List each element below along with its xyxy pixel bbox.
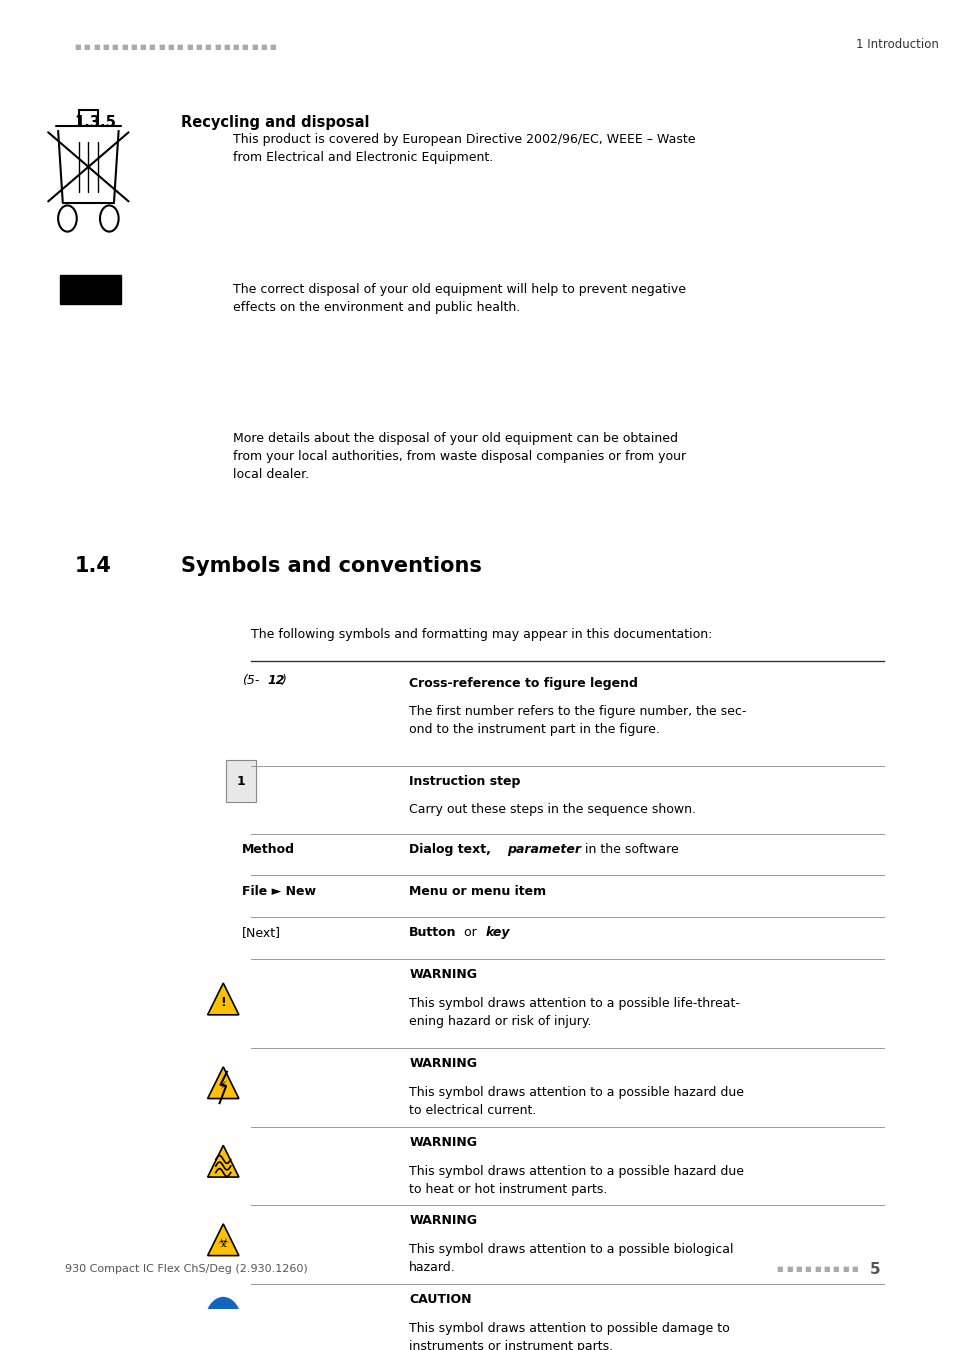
Text: ■: ■ (260, 45, 267, 50)
Text: ■: ■ (841, 1266, 847, 1272)
Text: 5: 5 (869, 1262, 880, 1277)
Text: This symbol draws attention to a possible hazard due
to electrical current.: This symbol draws attention to a possibl… (409, 1087, 743, 1118)
Text: ■: ■ (803, 1266, 810, 1272)
Text: ■: ■ (112, 45, 118, 50)
Text: 1 Introduction: 1 Introduction (855, 38, 938, 51)
Text: ■: ■ (84, 45, 91, 50)
Text: ■: ■ (93, 45, 99, 50)
FancyBboxPatch shape (60, 275, 121, 304)
Circle shape (205, 1297, 242, 1349)
Text: 1.4: 1.4 (74, 556, 112, 576)
Text: The correct disposal of your old equipment will help to prevent negative
effects: The correct disposal of your old equipme… (233, 282, 685, 313)
Text: ■: ■ (102, 45, 109, 50)
Text: ⚡: ⚡ (219, 1081, 227, 1091)
Text: !: ! (220, 996, 226, 1008)
Text: or: or (460, 926, 480, 940)
Text: This symbol draws attention to a possible hazard due
to heat or hot instrument p: This symbol draws attention to a possibl… (409, 1165, 743, 1196)
Text: [Next]: [Next] (242, 926, 280, 940)
Text: key: key (485, 926, 510, 940)
Text: More details about the disposal of your old equipment can be obtained
from your : More details about the disposal of your … (233, 432, 685, 481)
Text: ■: ■ (205, 45, 211, 50)
Text: (5-: (5- (242, 674, 259, 687)
Text: ■: ■ (176, 45, 183, 50)
Text: ■: ■ (121, 45, 128, 50)
Text: ■: ■ (795, 1266, 801, 1272)
Text: The first number refers to the figure number, the sec-
ond to the instrument par: The first number refers to the figure nu… (409, 705, 746, 736)
Polygon shape (208, 1066, 238, 1099)
Text: ■: ■ (822, 1266, 829, 1272)
Text: ■: ■ (74, 45, 81, 50)
Text: ■: ■ (233, 45, 239, 50)
Polygon shape (208, 983, 238, 1015)
Text: 1: 1 (236, 775, 245, 788)
Text: ■: ■ (270, 45, 276, 50)
Text: in the software: in the software (580, 842, 679, 856)
Text: ■: ■ (251, 45, 257, 50)
Text: parameter: parameter (506, 842, 580, 856)
Text: This symbol draws attention to possible damage to
instruments or instrument part: This symbol draws attention to possible … (409, 1322, 729, 1350)
Text: The following symbols and formatting may appear in this documentation:: The following symbols and formatting may… (251, 628, 712, 641)
Text: Instruction step: Instruction step (409, 775, 520, 787)
Text: ■: ■ (149, 45, 155, 50)
Text: This symbol draws attention to a possible life-threat-
ening hazard or risk of i: This symbol draws attention to a possibl… (409, 998, 740, 1029)
Text: Menu or menu item: Menu or menu item (409, 884, 546, 898)
Text: ■: ■ (139, 45, 146, 50)
Text: This symbol draws attention to a possible biological
hazard.: This symbol draws attention to a possibl… (409, 1243, 733, 1274)
Polygon shape (208, 1224, 238, 1256)
Text: Recycling and disposal: Recycling and disposal (181, 115, 370, 130)
Text: CAUTION: CAUTION (409, 1293, 472, 1305)
Text: ■: ■ (242, 45, 248, 50)
Text: 1.3.5: 1.3.5 (74, 115, 116, 130)
Text: !: ! (219, 1314, 227, 1330)
Text: ): ) (281, 674, 287, 687)
Text: ■: ■ (832, 1266, 839, 1272)
Polygon shape (208, 1145, 238, 1177)
Text: Method: Method (242, 842, 294, 856)
Text: Cross-reference to figure legend: Cross-reference to figure legend (409, 676, 638, 690)
Text: File ► New: File ► New (242, 884, 315, 898)
Text: ■: ■ (223, 45, 230, 50)
Text: ■: ■ (850, 1266, 857, 1272)
Text: ■: ■ (785, 1266, 792, 1272)
Text: ■: ■ (131, 45, 136, 50)
Text: Carry out these steps in the sequence shown.: Carry out these steps in the sequence sh… (409, 803, 696, 817)
Text: ■: ■ (186, 45, 193, 50)
Text: ■: ■ (195, 45, 202, 50)
Text: 930 Compact IC Flex ChS/Deg (2.930.1260): 930 Compact IC Flex ChS/Deg (2.930.1260) (65, 1265, 308, 1274)
Text: ■: ■ (158, 45, 165, 50)
Text: WARNING: WARNING (409, 1057, 476, 1071)
Text: ■: ■ (213, 45, 220, 50)
FancyBboxPatch shape (226, 760, 255, 802)
Text: Button: Button (409, 926, 456, 940)
Text: Dialog text,: Dialog text, (409, 842, 495, 856)
Text: ■: ■ (776, 1266, 782, 1272)
Text: WARNING: WARNING (409, 1135, 476, 1149)
Text: 12: 12 (267, 674, 284, 687)
Text: This product is covered by European Directive 2002/96/EC, WEEE – Waste
from Elec: This product is covered by European Dire… (233, 134, 695, 165)
Text: ☣: ☣ (217, 1237, 229, 1250)
Text: WARNING: WARNING (409, 968, 476, 981)
Text: Symbols and conventions: Symbols and conventions (181, 556, 482, 576)
Text: ■: ■ (813, 1266, 820, 1272)
Text: ■: ■ (168, 45, 173, 50)
Text: WARNING: WARNING (409, 1215, 476, 1227)
